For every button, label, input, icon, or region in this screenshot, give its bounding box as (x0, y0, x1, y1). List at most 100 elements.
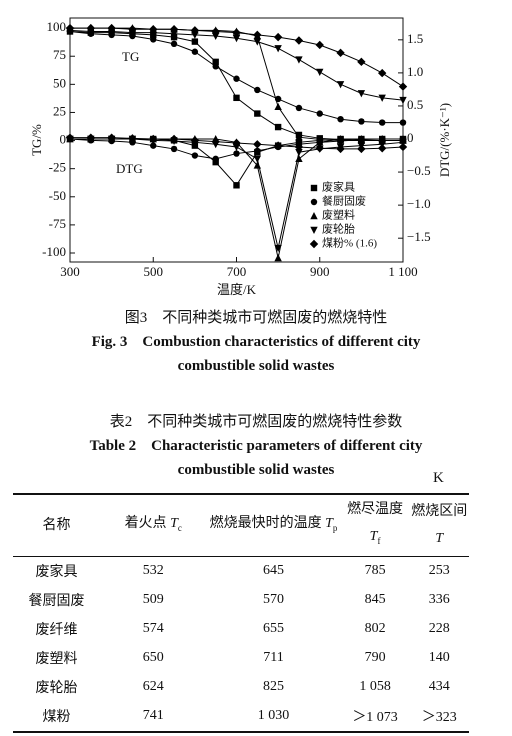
y-tick-label: 75 (53, 47, 66, 62)
marker (378, 94, 386, 102)
marker (336, 144, 345, 154)
y2-axis-label: DTG/(%·K⁻¹) (437, 103, 452, 177)
table-cell: 741 (142, 708, 164, 724)
table-cell: 434 (428, 679, 450, 695)
y-axis-label: TG/% (29, 124, 44, 156)
marker (398, 82, 408, 91)
marker (357, 90, 366, 98)
marker (310, 226, 318, 234)
y2-tick-label: 1.0 (407, 64, 423, 79)
marker (233, 75, 240, 82)
marker (358, 118, 365, 125)
marker (274, 102, 282, 111)
marker (357, 57, 366, 67)
marker (65, 133, 75, 142)
table-row: 煤粉 741 1 030 ＞1 073 ＞323 (13, 702, 469, 732)
x-tick-label: 1 100 (388, 264, 417, 279)
table-cell: 509 (142, 592, 164, 608)
marker (149, 134, 158, 144)
y-tick-label: 100 (47, 19, 67, 34)
marker (295, 56, 303, 64)
legend-label: 煤粉% (1.6) (322, 237, 377, 250)
marker (378, 119, 386, 126)
marker (149, 25, 158, 34)
marker (274, 244, 282, 253)
marker (315, 40, 324, 50)
table-cell: 废家具 (35, 565, 78, 581)
marker (295, 104, 303, 112)
table-cell: 570 (263, 592, 284, 608)
table-cell: 废塑料 (35, 652, 78, 668)
header-symbol: T (369, 529, 378, 544)
marker (190, 26, 200, 35)
marker (232, 28, 241, 37)
marker (357, 135, 366, 143)
marker (169, 134, 179, 144)
marker (191, 152, 199, 159)
marker (107, 23, 116, 33)
header-sub: p (332, 522, 338, 533)
legend-label: 餐厨固废 (322, 194, 366, 208)
marker (336, 135, 345, 143)
table-title-en: Table 2 Characteristic parameters of dif… (89, 438, 423, 478)
marker (294, 142, 304, 152)
marker (399, 119, 407, 126)
marker (150, 142, 157, 149)
table-cell: 650 (142, 650, 164, 666)
table-cell: 1 058 (359, 679, 391, 695)
tg-line (69, 30, 403, 142)
table-cell: 802 (364, 621, 386, 637)
y-tick-label: 0 (60, 132, 67, 147)
marker (86, 23, 96, 33)
marker (377, 144, 387, 153)
marker (253, 38, 262, 46)
marker (190, 136, 200, 145)
marker (232, 143, 241, 151)
table-cell: 532 (142, 563, 164, 579)
legend-label: 废家具 (322, 180, 355, 194)
marker (310, 198, 318, 206)
marker (378, 135, 386, 143)
marker (398, 142, 408, 152)
table-row: 废轮胎 624 825 1 058 434 (13, 673, 469, 702)
marker (191, 31, 199, 39)
table-title-cn: 表2 不同种类城市可燃固废的燃烧特性参数 (109, 414, 403, 430)
marker (86, 133, 96, 142)
marker (254, 147, 261, 155)
marker (233, 150, 240, 157)
header-text: 燃尽温度 (347, 502, 404, 517)
marker (128, 25, 137, 34)
header-text: 着火点 (124, 515, 171, 531)
marker (107, 133, 116, 142)
table-cell: ＞1 073 (352, 710, 398, 726)
tg-line (70, 27, 403, 142)
y2-tick-label: 0.5 (407, 97, 423, 112)
x-axis-label: 温度/K (217, 282, 257, 297)
marker (377, 68, 387, 78)
y-tick-label: -100 (42, 244, 66, 259)
table-cell: 煤粉 (42, 710, 71, 726)
table-cell: 825 (263, 679, 284, 695)
marker (253, 140, 262, 149)
marker (316, 110, 323, 117)
marker (336, 48, 345, 58)
marker (150, 36, 157, 43)
marker (170, 145, 178, 153)
marker (337, 115, 344, 123)
table-cell: 140 (428, 650, 450, 666)
marker (295, 149, 303, 157)
header-symbol: T (325, 515, 333, 531)
marker (191, 38, 199, 45)
marker (254, 86, 261, 94)
marker (212, 63, 219, 70)
table-cell: 228 (428, 621, 450, 637)
y2-tick-label: 1.5 (407, 31, 423, 46)
marker (254, 110, 261, 117)
marker (336, 81, 345, 89)
table-row: 废塑料 650 711 790 140 (13, 644, 469, 673)
annotation: TG (122, 49, 139, 64)
marker (211, 27, 220, 36)
marker (315, 144, 324, 153)
table: 名称 着火点 Tc 燃烧最快时的温度 Tp 燃尽温度 Tf 燃烧区间 T 废家具 532 64… (13, 493, 469, 733)
